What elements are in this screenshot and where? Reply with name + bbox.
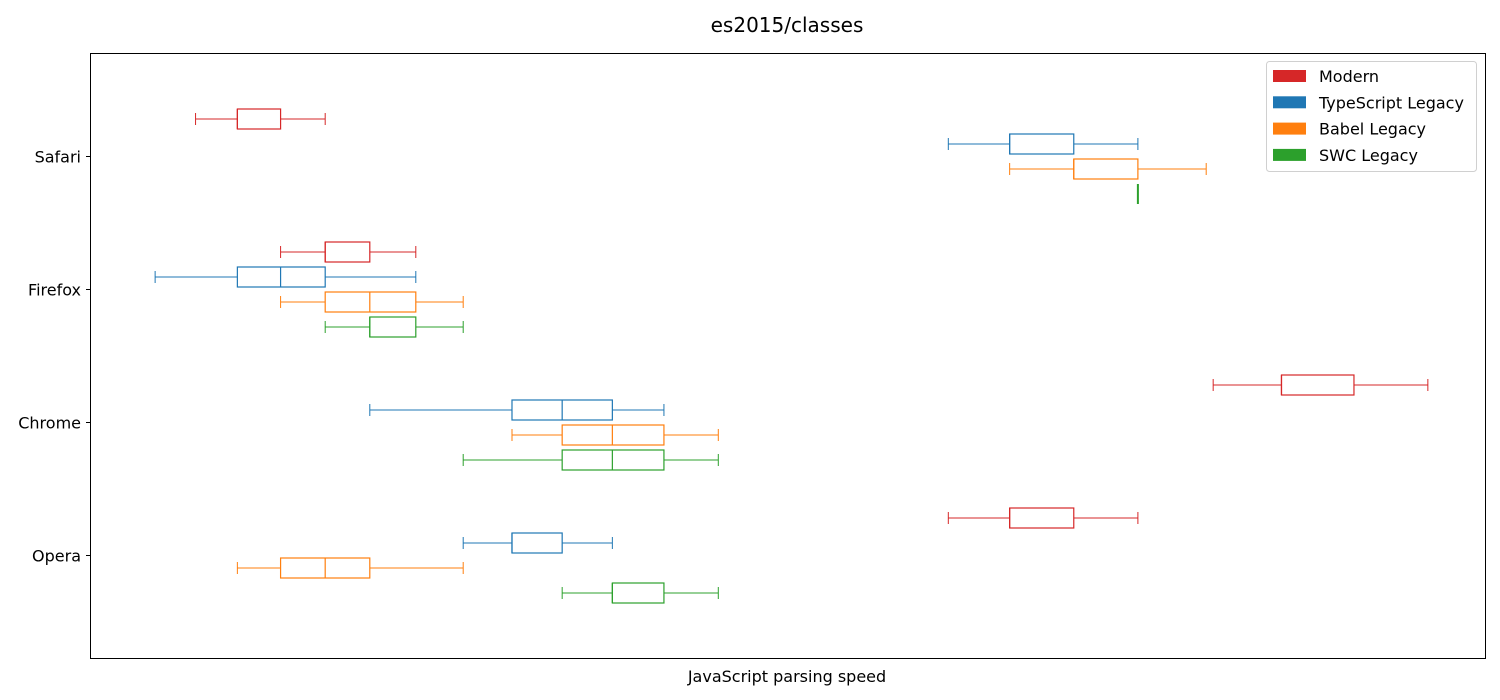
y-tick-label: Chrome [18,414,81,433]
x-axis-label: JavaScript parsing speed [687,667,886,686]
legend-frame [1266,61,1477,172]
plot-area-frame [90,53,1486,659]
box-iqr [324,291,417,313]
box-iqr [1009,133,1075,155]
y-axis: Safari Firefox Chrome Opera [18,148,91,566]
box-iqr [611,582,665,604]
legend-swatch [1273,96,1306,109]
box-plot [1212,374,1429,396]
y-tick-label: Safari [35,148,81,167]
chart-title: es2015/classes [711,13,864,37]
box-iqr [561,424,665,446]
box-plot [369,399,665,421]
box-iqr [1009,507,1075,529]
legend-swatch [1273,148,1306,161]
box-plot [154,266,417,288]
legend-label: Babel Legacy [1319,120,1426,139]
box-plot [511,424,719,446]
legend: Modern TypeScript Legacy Babel Legacy SWC L… [1266,61,1477,172]
box-iqr [1280,374,1355,396]
y-tick-label: Opera [32,547,81,566]
legend-swatch [1273,70,1306,82]
box-plot [236,557,464,579]
box-plot [195,108,326,130]
legend-label: Modern [1319,67,1379,86]
legend-label: TypeScript Legacy [1318,93,1464,112]
box-iqr [236,266,326,288]
y-tick-label: Firefox [28,281,81,300]
box-plot [1009,158,1207,180]
box-plot [947,133,1139,155]
box-iqr [1073,158,1139,180]
legend-swatch [1273,122,1306,135]
box-plot [947,507,1139,529]
box-iqr [561,449,665,471]
legend-label: SWC Legacy [1319,146,1418,165]
boxes-layer [154,108,1429,604]
box-plot [280,291,464,313]
box-plot [462,532,613,554]
box-plot [561,582,719,604]
box-plot [324,316,464,338]
box-iqr [369,316,417,338]
box-iqr [236,108,282,130]
box-plot [462,449,719,471]
box-plot [280,241,417,263]
box-iqr [511,532,563,554]
box-iqr [324,241,371,263]
